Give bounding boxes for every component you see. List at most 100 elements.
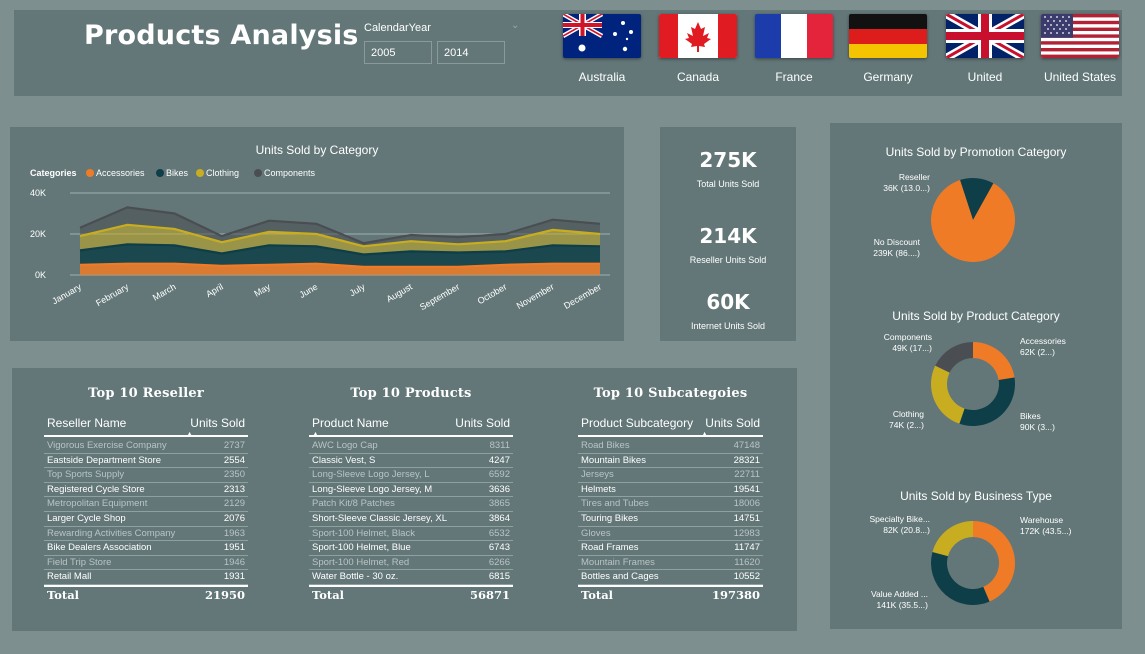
table-row[interactable]: Helmets 19541 [578, 483, 763, 498]
table-row[interactable]: Sport-100 Helmet, Black 6532 [309, 527, 513, 542]
table-row[interactable]: Registered Cycle Store 2313 [44, 483, 248, 498]
table-row[interactable]: Larger Cycle Shop 2076 [44, 512, 248, 527]
legend-item[interactable]: Bikes [166, 168, 189, 178]
slice-value-label: 82K (20.8...) [883, 525, 930, 535]
table-row[interactable]: Sport-100 Helmet, Blue 6743 [309, 541, 513, 556]
row-name: AWC Logo Cap [312, 440, 378, 451]
country-filter-germany[interactable]: Germany [848, 14, 928, 84]
column-header[interactable]: Units Sold [455, 416, 510, 430]
table-header: Product Subcategory Units Sold ▲ [578, 415, 763, 438]
year-to-input[interactable]: 2014 [437, 41, 505, 64]
table-row[interactable]: Long-Sleeve Logo Jersey, L 6592 [309, 468, 513, 483]
legend-item[interactable]: Accessories [96, 168, 145, 178]
column-header[interactable]: Units Sold [190, 416, 245, 430]
table-row[interactable]: Short-Sleeve Classic Jersey, XL 3864 [309, 512, 513, 527]
pie-slice[interactable] [932, 521, 973, 557]
table-row[interactable]: Bottles and Cages 10552 [578, 570, 763, 585]
table-row[interactable]: Field Trip Store 1946 [44, 556, 248, 571]
pie-slice[interactable] [931, 365, 965, 424]
table-row[interactable]: Water Bottle - 30 oz. 6815 [309, 570, 513, 585]
country-label: United States [1043, 70, 1117, 84]
table-row[interactable]: Top Sports Supply 2350 [44, 468, 248, 483]
row-name: Mountain Bikes [581, 454, 646, 466]
table-row[interactable]: Long-Sleeve Logo Jersey, M 3636 [309, 483, 513, 498]
pie-slice[interactable] [960, 178, 994, 220]
chevron-down-icon[interactable]: ⌄ [511, 20, 520, 31]
sort-arrow-icon[interactable]: ▲ [186, 431, 193, 438]
country-filter-united-states[interactable]: United States [1040, 14, 1120, 84]
row-value: 19541 [733, 483, 760, 495]
pie-title: Units Sold by Promotion Category [886, 145, 1067, 159]
sort-arrow-icon[interactable]: ▲ [701, 431, 708, 438]
table-row[interactable]: Rewarding Activities Company 1963 [44, 527, 248, 542]
table-row[interactable]: Gloves 12983 [578, 527, 763, 542]
pie-charts-panel: Units Sold by Promotion Category Reseller… [830, 123, 1122, 629]
table-header: Reseller Name Units Sold ▲ [44, 415, 248, 438]
legend-item[interactable]: Components [264, 168, 316, 178]
x-tick-label: June [297, 282, 319, 300]
row-value: 1946 [223, 556, 245, 568]
pie-chart-3[interactable]: Units Sold by Business Type Warehouse172K… [870, 489, 1072, 610]
row-name: Classic Vest, S [312, 454, 376, 466]
row-value: 8311 [489, 440, 510, 451]
table-row[interactable]: Retail Mall 1931 [44, 570, 248, 585]
table-row[interactable]: Classic Vest, S 4247 [309, 454, 513, 469]
year-slicer-label: CalendarYear [364, 22, 431, 34]
units-by-category-chart[interactable]: Categories Accessories Bikes Clothing Compon… [10, 127, 624, 341]
country-filter-australia[interactable]: Australia [562, 14, 642, 84]
table-row[interactable]: Jerseys 22711 [578, 468, 763, 483]
column-header[interactable]: Units Sold [705, 416, 760, 430]
table-row[interactable]: Mountain Frames 11620 [578, 556, 763, 571]
column-header[interactable]: Product Name [312, 416, 389, 430]
row-name: Sport-100 Helmet, Black [312, 527, 415, 539]
sort-arrow-icon[interactable]: ▲ [312, 431, 319, 438]
pie-slice[interactable] [931, 551, 990, 605]
row-name: Larger Cycle Shop [47, 512, 126, 524]
table-row[interactable]: Bike Dealers Association 1951 [44, 541, 248, 556]
total-label: Total [312, 588, 345, 602]
area-series-clothing[interactable] [80, 224, 600, 255]
pie-charts: Units Sold by Promotion Category Reseller… [870, 145, 1072, 610]
table-row[interactable]: AWC Logo Cap 8311 [309, 439, 513, 454]
pie-slice[interactable] [973, 521, 1015, 602]
total-label: Total [47, 588, 80, 602]
table-row[interactable]: Vigorous Exercise Company 2737 [44, 439, 248, 454]
pie-slice[interactable] [931, 180, 1015, 262]
row-name: Patch Kit/8 Patches [312, 498, 395, 510]
table-row[interactable]: Metropolitan Equipment 2129 [44, 497, 248, 512]
y-tick-label: 20K [30, 229, 46, 239]
table-row[interactable]: Tires and Tubes 18006 [578, 497, 763, 512]
pie-chart-2[interactable]: Units Sold by Product Category Accessorie… [884, 309, 1066, 432]
row-name: Top Sports Supply [47, 469, 125, 481]
table-row[interactable]: Patch Kit/8 Patches 3865 [309, 497, 513, 512]
table-row[interactable]: Mountain Bikes 28321 [578, 454, 763, 469]
country-filter-united-kingdom[interactable]: United [945, 14, 1025, 84]
table-row[interactable]: Touring Bikes 14751 [578, 512, 763, 527]
country-filter-france[interactable]: France [754, 14, 834, 84]
country-filter-canada[interactable]: Canada [658, 14, 738, 84]
row-value: 6815 [488, 571, 510, 583]
table-row[interactable]: Eastside Department Store 2554 [44, 454, 248, 469]
legend-item[interactable]: Clothing [206, 168, 239, 178]
slice-name-label: Clothing [893, 409, 924, 419]
x-tick-label: July [348, 281, 367, 298]
year-from-input[interactable]: 2005 [364, 41, 432, 64]
pie-chart-1[interactable]: Units Sold by Promotion Category Reseller… [873, 145, 1066, 262]
row-name: Vigorous Exercise Company [47, 440, 167, 451]
pie-slice[interactable] [973, 342, 1015, 381]
row-value: 47148 [733, 440, 760, 451]
pie-slice[interactable] [935, 342, 973, 373]
pie-slice[interactable] [959, 377, 1015, 427]
table-row[interactable]: Sport-100 Helmet, Red 6266 [309, 556, 513, 571]
table-row[interactable]: Road Bikes 47148 [578, 439, 763, 454]
area-series-bikes[interactable] [80, 244, 600, 267]
kpi-reseller-units-value: 214K [699, 224, 757, 248]
table-row[interactable]: Road Frames 11747 [578, 541, 763, 556]
slice-value-label: 172K (43.5...) [1020, 526, 1072, 536]
column-header[interactable]: Reseller Name [47, 416, 127, 430]
pie-title: Units Sold by Business Type [900, 489, 1052, 503]
column-header[interactable]: Product Subcategory [581, 416, 694, 430]
kpi-reseller-units-label: Reseller Units Sold [689, 255, 767, 265]
slice-value-label: 74K (2...) [889, 420, 924, 430]
x-tick-label: December [562, 282, 603, 311]
